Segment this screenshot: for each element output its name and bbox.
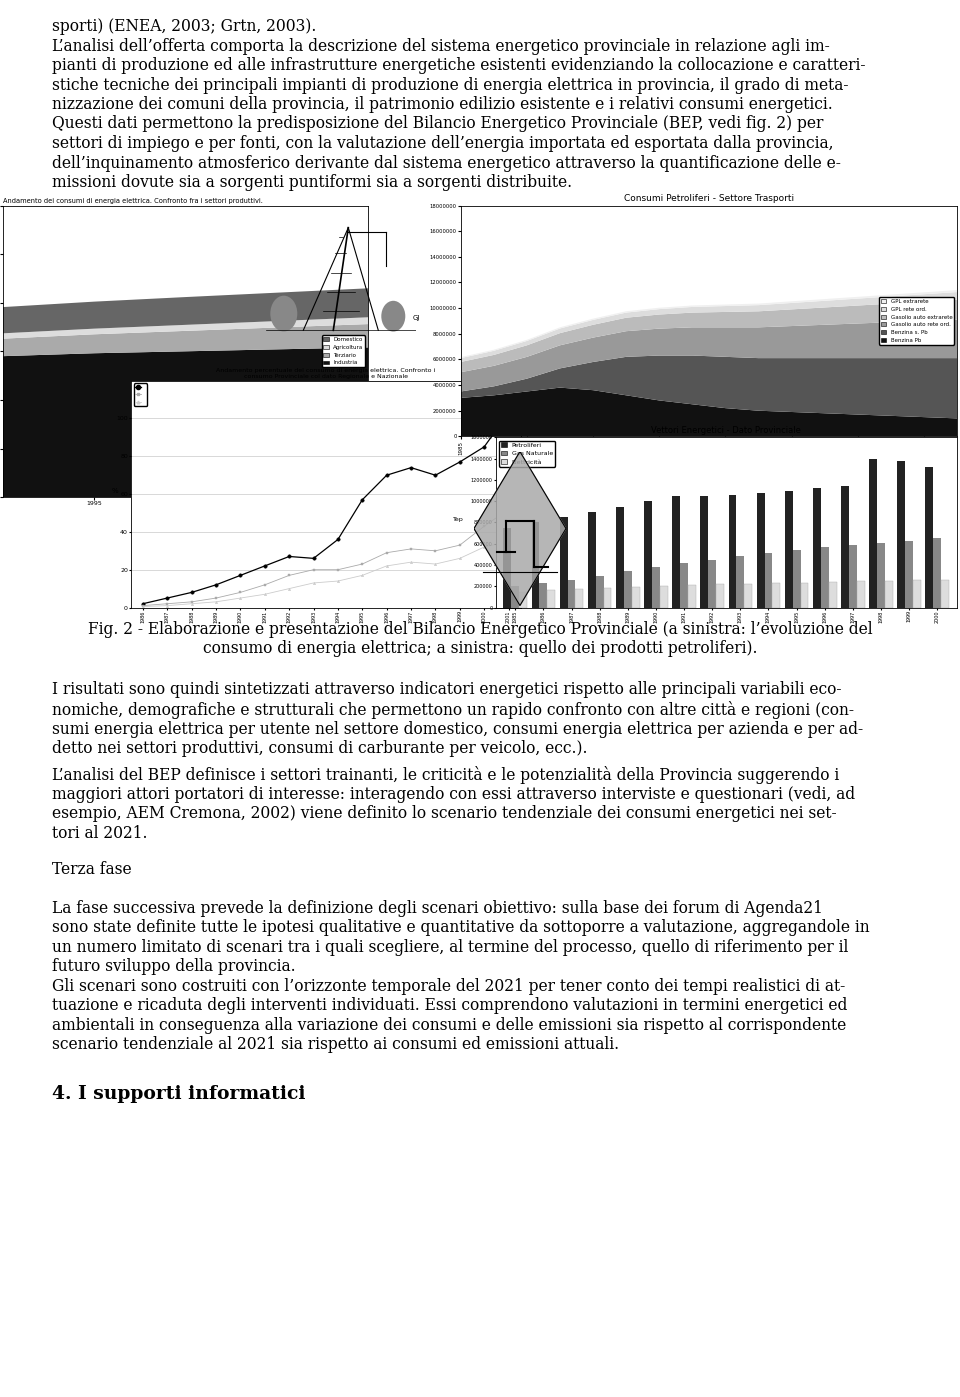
Bar (801, 583, 808, 608)
Text: un numero limitato di scenari tra i quali scegliere, al termine del processo, qu: un numero limitato di scenari tra i qual… (52, 939, 849, 956)
Text: tuazione e ricaduta degli interventi individuati. Essi comprendono valutazioni i: tuazione e ricaduta degli interventi ind… (52, 997, 848, 1014)
Y-axis label: %: % (111, 488, 118, 495)
Bar (512, 587, 519, 608)
Text: sporti) (ENEA, 2003; Grtn, 2003).: sporti) (ENEA, 2003; Grtn, 2003). (52, 18, 317, 35)
Text: pianti di produzione ed alle infrastrutture energetiche esistenti evidenziando l: pianti di produzione ed alle infrastrutt… (52, 57, 866, 74)
Bar (680, 563, 688, 608)
Bar (532, 522, 540, 608)
Bar (756, 493, 764, 608)
Text: detto nei settori produttivi, consumi di carburante per veicolo, ecc.).: detto nei settori produttivi, consumi di… (52, 740, 588, 757)
Legend: Domestico, Agricoltura, Terziario, Industria: Domestico, Agricoltura, Terziario, Indus… (322, 335, 365, 367)
Bar (708, 560, 716, 608)
Bar (828, 583, 836, 608)
Bar (857, 581, 865, 608)
Bar (575, 590, 584, 608)
Bar (716, 584, 724, 608)
Bar (869, 458, 877, 608)
Bar (596, 576, 604, 608)
Legend: GPL extrarete, GPL rete ord., Gasolio auto extrarete, Gasolio auto rete ord., Be: GPL extrarete, GPL rete ord., Gasolio au… (879, 298, 954, 345)
Bar (616, 507, 624, 608)
Bar (652, 567, 660, 608)
Bar (701, 496, 708, 608)
Text: scenario tendenziale al 2021 sia rispetto ai consumi ed emissioni attuali.: scenario tendenziale al 2021 sia rispett… (52, 1037, 619, 1053)
Bar (841, 486, 849, 608)
Bar (660, 587, 668, 608)
Text: stiche tecniche dei principali impianti di produzione di energia elettrica in pr: stiche tecniche dei principali impianti … (52, 77, 849, 94)
Polygon shape (474, 451, 566, 605)
Text: ambientali in conseguenza alla variazione dei consumi e delle emissioni sia risp: ambientali in conseguenza alla variazion… (52, 1017, 847, 1034)
Text: settori di impiego e per fonti, con la valutazione dell’energia importata ed esp: settori di impiego e per fonti, con la v… (52, 136, 833, 152)
Text: L’analisi dell’offerta comporta la descrizione del sistema energetico provincial: L’analisi dell’offerta comporta la descr… (52, 38, 829, 54)
Bar (773, 583, 780, 608)
Bar (885, 581, 893, 608)
Bar (736, 556, 744, 608)
Text: L’analisi del BEP definisce i settori trainanti, le criticità e le potenzialità : L’analisi del BEP definisce i settori tr… (52, 767, 839, 784)
Bar (941, 580, 949, 608)
Bar (933, 538, 941, 608)
Bar (503, 528, 512, 608)
Text: maggiori attori portatori di interesse: interagendo con essi attraverso intervis: maggiori attori portatori di interesse: … (52, 787, 855, 803)
Bar (898, 461, 905, 608)
Bar (813, 489, 821, 608)
Text: sumi energia elettrica per utente nel settore domestico, consumi energia elettri: sumi energia elettrica per utente nel se… (52, 721, 863, 738)
Bar (540, 583, 547, 608)
Title: Consumi Petroliferi - Settore Trasporti: Consumi Petroliferi - Settore Trasporti (624, 194, 794, 204)
Text: sono state definite tutte le ipotesi qualitative e quantitative da sottoporre a : sono state definite tutte le ipotesi qua… (52, 919, 870, 936)
Bar (821, 546, 828, 608)
Text: Terza fase: Terza fase (52, 861, 132, 877)
Bar (729, 495, 736, 608)
Bar (849, 545, 857, 608)
Text: 4. I supporti informatici: 4. I supporti informatici (52, 1085, 305, 1104)
Text: Gli scenari sono costruiti con l’orizzonte temporale del 2021 per tener conto de: Gli scenari sono costruiti con l’orizzon… (52, 978, 845, 995)
Bar (547, 591, 555, 608)
Text: esempio, AEM Cremona, 2002) viene definito lo scenario tendenziale dei consumi e: esempio, AEM Cremona, 2002) viene defini… (52, 805, 836, 823)
Text: futuro sviluppo della provincia.: futuro sviluppo della provincia. (52, 958, 296, 975)
Bar (764, 553, 773, 608)
Bar (913, 580, 921, 608)
Bar (588, 511, 596, 608)
Title: Andamento percentuale del consumo di energia elettrica. Confronto i
consumo Prov: Andamento percentuale del consumo di ene… (216, 369, 436, 379)
Text: nizzazione dei comuni della provincia, il patrimonio edilizio esistente e i rela: nizzazione dei comuni della provincia, i… (52, 96, 832, 113)
Y-axis label: Tep: Tep (453, 517, 464, 522)
Bar (688, 585, 696, 608)
Bar (784, 490, 793, 608)
Ellipse shape (381, 300, 405, 331)
Bar (560, 517, 567, 608)
Text: nomiche, demografiche e strutturali che permettono un rapido confronto con altre: nomiche, demografiche e strutturali che … (52, 701, 854, 719)
Bar (632, 587, 639, 608)
Text: La fase successiva prevede la definizione degli scenari obiettivo: sulla base de: La fase successiva prevede la definizion… (52, 900, 823, 916)
Ellipse shape (271, 296, 298, 331)
Text: I risultati sono quindi sintetizzati attraverso indicatori energetici rispetto a: I risultati sono quindi sintetizzati att… (52, 682, 842, 698)
Legend: Petroliferi, Gas Naturale, Elettricità: Petroliferi, Gas Naturale, Elettricità (498, 440, 555, 467)
Bar (567, 580, 575, 608)
Text: Questi dati permettono la predisposizione del Bilancio Energetico Provinciale (B: Questi dati permettono la predisposizion… (52, 116, 824, 133)
Y-axis label: GJ: GJ (413, 314, 420, 321)
Text: dell’inquinamento atmosferico derivante dal sistema energetico attraverso la qua: dell’inquinamento atmosferico derivante … (52, 155, 841, 172)
Bar (793, 550, 801, 608)
Bar (877, 542, 885, 608)
Legend: , , : , , (133, 384, 147, 407)
Bar (905, 541, 913, 608)
Bar (604, 588, 612, 608)
Bar (624, 571, 632, 608)
Text: tori al 2021.: tori al 2021. (52, 824, 148, 842)
Bar (672, 496, 680, 608)
Text: consumo di energia elettrica; a sinistra: quello dei prodotti petroliferi).: consumo di energia elettrica; a sinistra… (203, 640, 757, 657)
Bar (644, 502, 652, 608)
Text: Fig. 2 - Elaborazione e presentazione del Bilancio Energetico Provinciale (a sin: Fig. 2 - Elaborazione e presentazione de… (87, 620, 873, 637)
Title: Vettori Energetici - Dato Provinciale: Vettori Energetici - Dato Provinciale (651, 426, 802, 436)
Bar (744, 584, 752, 608)
Bar (925, 467, 933, 608)
Text: missioni dovute sia a sorgenti puntiformi sia a sorgenti distribuite.: missioni dovute sia a sorgenti puntiform… (52, 175, 572, 191)
Bar (519, 591, 527, 608)
Text: Andamento dei consumi di energia elettrica. Confronto fra i settori produttivi.: Andamento dei consumi di energia elettri… (3, 198, 263, 204)
